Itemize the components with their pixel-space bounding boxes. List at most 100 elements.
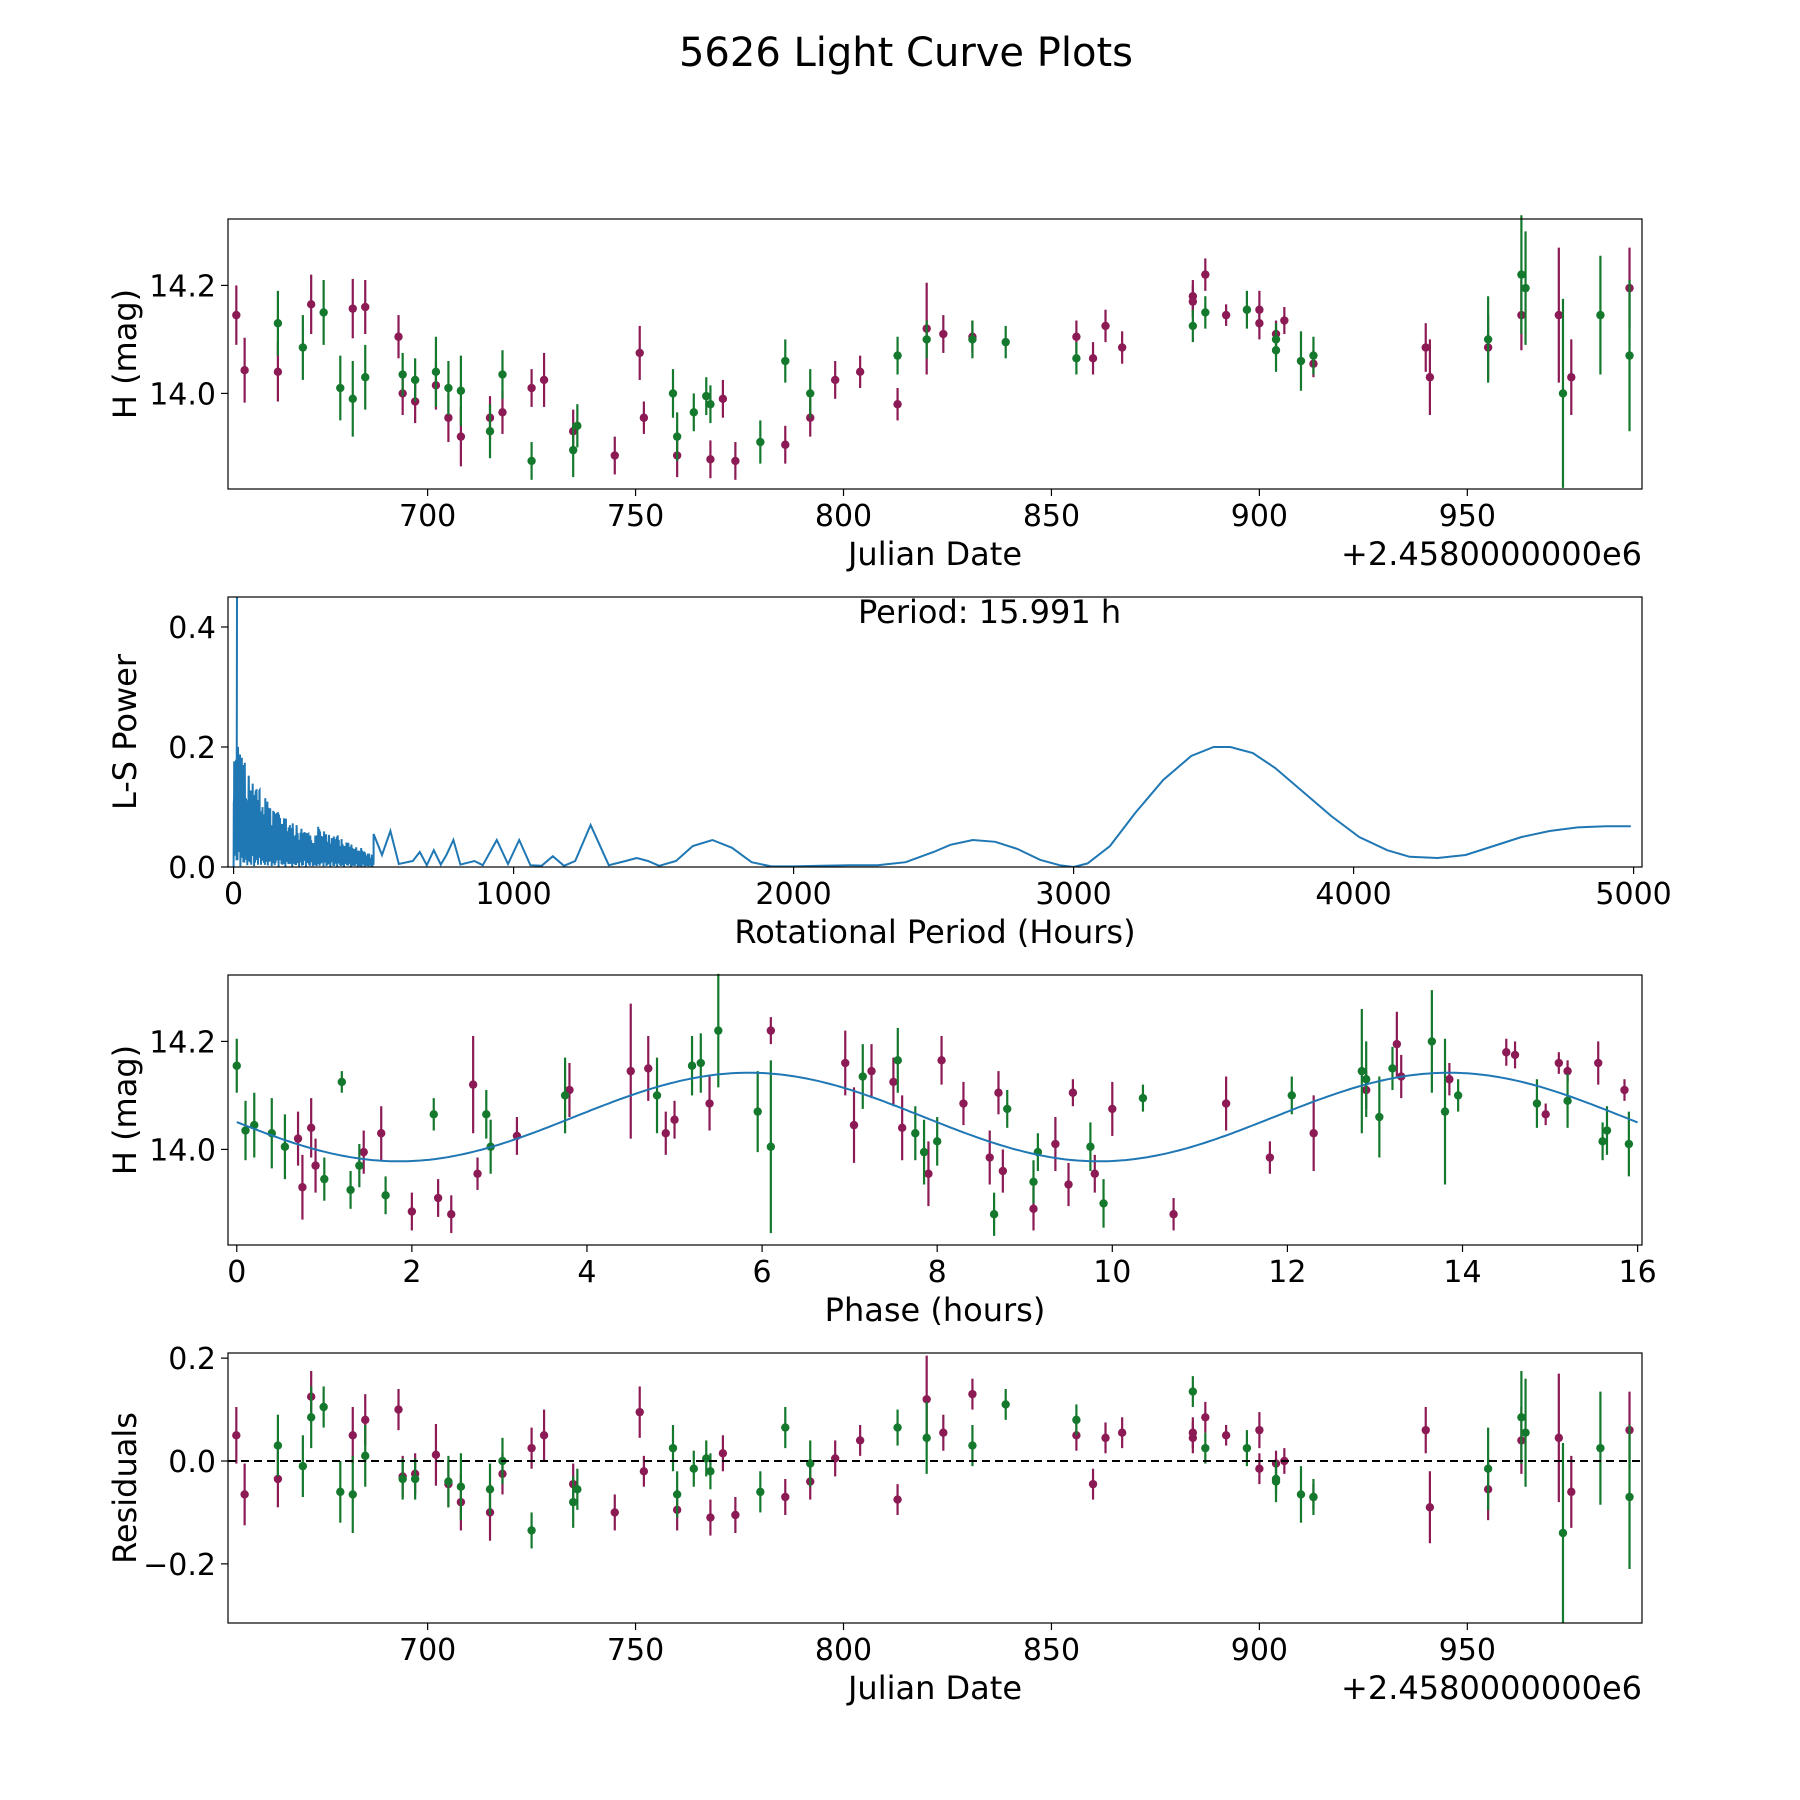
green-series <box>273 1371 1634 1623</box>
data-point <box>1108 1104 1117 1114</box>
data-point <box>539 1431 549 1440</box>
data-point <box>766 1142 776 1151</box>
x-tick-label: 0 <box>224 877 243 912</box>
periodogram-ticks: 0 1000 2000 3000 4000 5000 0.0 0.2 0.4 <box>168 611 1671 912</box>
x-tick-label: 850 <box>1023 1633 1080 1668</box>
data-point <box>893 1423 902 1432</box>
periodogram-x-axis-label: Rotational Period (Hours) <box>734 913 1135 951</box>
data-point <box>407 1207 417 1216</box>
data-point <box>626 1066 635 1076</box>
green-series <box>273 215 1634 488</box>
data-point <box>568 1497 578 1507</box>
y-tick-label: 0.2 <box>168 1342 216 1377</box>
data-point <box>1188 1428 1198 1437</box>
data-point <box>527 1443 536 1453</box>
data-point <box>1001 337 1010 347</box>
data-point <box>361 1451 370 1461</box>
data-point <box>1440 1107 1450 1116</box>
data-point <box>1425 373 1435 382</box>
data-point <box>359 1147 368 1157</box>
data-point <box>1558 389 1568 398</box>
data-point <box>706 1513 715 1522</box>
data-point <box>429 1110 438 1119</box>
data-point <box>568 445 578 455</box>
data-point <box>355 1161 364 1170</box>
data-point <box>1271 1477 1281 1486</box>
y-tick-label: 14.2 <box>149 269 216 304</box>
data-point <box>485 1485 495 1494</box>
phased-curve-x-axis-label: Phase (hours) <box>825 1291 1046 1329</box>
data-point <box>937 1056 946 1065</box>
data-point <box>1517 270 1526 279</box>
data-point <box>1421 343 1430 352</box>
data-point <box>298 343 308 352</box>
data-point <box>1138 1093 1148 1103</box>
x-tick-label: 700 <box>399 499 456 534</box>
data-point <box>1483 335 1493 344</box>
y-tick-label: 0.2 <box>168 731 216 766</box>
fit-curve-line <box>236 1071 1638 1163</box>
x-tick-label: 950 <box>1439 499 1496 534</box>
data-point <box>1563 1066 1572 1076</box>
light-curve-panel: 700 750 800 850 900 950 14.0 14.2 Julian Date H… <box>106 215 1643 573</box>
data-point <box>1554 1433 1564 1443</box>
x-tick-label: 12 <box>1268 1255 1306 1290</box>
data-point <box>718 394 728 404</box>
data-point <box>361 302 370 312</box>
x-tick-label: 4 <box>577 1255 596 1290</box>
data-point <box>1051 1139 1060 1149</box>
data-point <box>924 1169 933 1178</box>
data-point <box>232 1431 241 1440</box>
purple-series <box>232 247 1634 480</box>
data-point <box>1541 1110 1550 1119</box>
data-point <box>939 329 948 339</box>
data-point <box>922 1433 931 1443</box>
data-point <box>705 1099 714 1108</box>
data-point <box>573 1485 582 1494</box>
data-point <box>1188 1387 1198 1396</box>
data-point <box>1072 332 1081 341</box>
data-point <box>273 367 283 377</box>
data-point <box>1242 305 1252 314</box>
data-point <box>1532 1099 1542 1108</box>
data-point <box>635 1407 644 1417</box>
data-point <box>1271 346 1281 355</box>
data-point <box>1064 1180 1073 1189</box>
data-point <box>753 1107 762 1116</box>
data-point <box>1309 1129 1318 1138</box>
power-series-line <box>232 597 1631 867</box>
data-point <box>635 348 644 358</box>
data-point <box>348 1431 357 1440</box>
x-tick-label: 900 <box>1231 499 1288 534</box>
data-point <box>670 1115 679 1124</box>
data-point <box>689 408 698 417</box>
light-curve-marks <box>232 215 1634 488</box>
data-point <box>1101 1433 1110 1443</box>
data-point <box>306 1413 316 1422</box>
data-point <box>893 351 902 360</box>
data-point <box>1309 1492 1318 1502</box>
x-tick-label: 6 <box>753 1255 772 1290</box>
data-point <box>889 1077 898 1087</box>
data-point <box>456 432 466 441</box>
data-point <box>527 383 536 393</box>
x-tick-label: 750 <box>607 499 664 534</box>
data-point <box>1101 321 1110 331</box>
residuals-marks <box>228 1355 1642 1623</box>
y-tick-label: 14.0 <box>149 1133 216 1168</box>
data-point <box>1425 1503 1435 1512</box>
data-point <box>1625 351 1634 360</box>
data-point <box>1265 1153 1275 1162</box>
data-point <box>830 375 840 385</box>
data-point <box>346 1185 355 1195</box>
data-point <box>560 1091 570 1100</box>
periodogram-marks <box>232 597 1631 867</box>
data-point <box>1453 1091 1463 1100</box>
data-point <box>994 1088 1003 1097</box>
data-point <box>241 1126 250 1135</box>
y-tick-label: 0.4 <box>168 611 216 646</box>
data-point <box>485 427 495 436</box>
data-point <box>1003 1104 1012 1114</box>
data-point <box>1001 1400 1010 1409</box>
